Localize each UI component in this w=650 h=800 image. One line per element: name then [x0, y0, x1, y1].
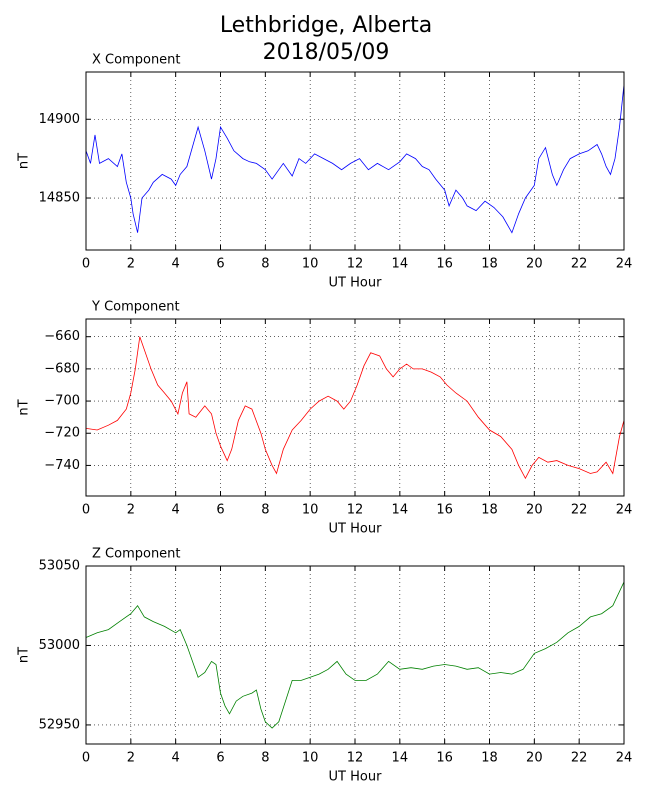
x-tick-label: 18 — [481, 257, 498, 272]
x-tick-label: 20 — [526, 751, 543, 766]
panel-title: X Component — [92, 53, 181, 68]
x-tick-label: 16 — [436, 751, 453, 766]
x-tick-label: 8 — [261, 503, 269, 518]
x-tick-label: 8 — [261, 257, 269, 272]
y-tick-label: −740 — [44, 458, 80, 473]
x-tick-label: 12 — [347, 751, 364, 766]
y-axis-label: nT — [17, 647, 32, 663]
x-tick-label: 14 — [392, 751, 409, 766]
x-axis-label: UT Hour — [329, 770, 383, 785]
x-tick-label: 22 — [571, 751, 588, 766]
y-tick-label: −720 — [44, 426, 80, 441]
x-tick-label: 8 — [261, 751, 269, 766]
panel-title: Y Component — [91, 300, 180, 315]
y-tick-label: 14900 — [39, 112, 80, 127]
axes-frame — [85, 565, 625, 745]
x-tick-label: 2 — [127, 257, 135, 272]
y-tick-label: 52950 — [39, 717, 80, 732]
x-tick-label: 14 — [392, 257, 409, 272]
y-axis-label: nT — [17, 399, 32, 415]
axes-frame — [85, 71, 625, 251]
x-tick-label: 0 — [82, 257, 90, 272]
y-tick-label: −680 — [44, 361, 80, 376]
x-tick-label: 2 — [127, 751, 135, 766]
axes-frame — [85, 318, 625, 497]
x-tick-label: 14 — [392, 503, 409, 518]
x-tick-label: 24 — [616, 257, 633, 272]
y-axis-label: nT — [17, 153, 32, 169]
x-tick-label: 20 — [526, 503, 543, 518]
x-tick-label: 6 — [216, 503, 224, 518]
x-tick-label: 12 — [347, 257, 364, 272]
y-tick-label: −660 — [44, 329, 80, 344]
x-tick-label: 2 — [127, 503, 135, 518]
x-tick-label: 4 — [172, 257, 180, 272]
x-tick-label: 0 — [82, 751, 90, 766]
y-tick-label: 14850 — [39, 191, 80, 206]
panel-title: Z Component — [92, 547, 181, 562]
x-tick-label: 4 — [172, 503, 180, 518]
x-tick-label: 10 — [302, 751, 319, 766]
x-tick-label: 16 — [436, 503, 453, 518]
y-tick-label: 53050 — [39, 559, 80, 574]
data-line — [85, 84, 625, 234]
data-line — [85, 581, 625, 729]
x-tick-label: 20 — [526, 257, 543, 272]
x-tick-label: 24 — [616, 751, 633, 766]
x-tick-label: 18 — [481, 503, 498, 518]
x-tick-label: 10 — [302, 257, 319, 272]
x-tick-label: 22 — [571, 257, 588, 272]
y-tick-label: 53000 — [39, 638, 80, 653]
x-tick-label: 12 — [347, 503, 364, 518]
x-tick-label: 16 — [436, 257, 453, 272]
x-tick-label: 10 — [302, 503, 319, 518]
x-tick-label: 6 — [216, 257, 224, 272]
x-tick-label: 24 — [616, 503, 633, 518]
x-tick-label: 18 — [481, 751, 498, 766]
data-line — [85, 336, 625, 480]
x-axis-label: UT Hour — [329, 276, 383, 291]
x-tick-label: 22 — [571, 503, 588, 518]
x-axis-label: UT Hour — [329, 522, 383, 537]
figure-subtitle: 2018/05/09 — [263, 40, 390, 65]
y-tick-label: −700 — [44, 394, 80, 409]
x-tick-label: 0 — [82, 503, 90, 518]
x-tick-label: 4 — [172, 751, 180, 766]
figure-title: Lethbridge, Alberta — [220, 13, 432, 38]
x-tick-label: 6 — [216, 751, 224, 766]
